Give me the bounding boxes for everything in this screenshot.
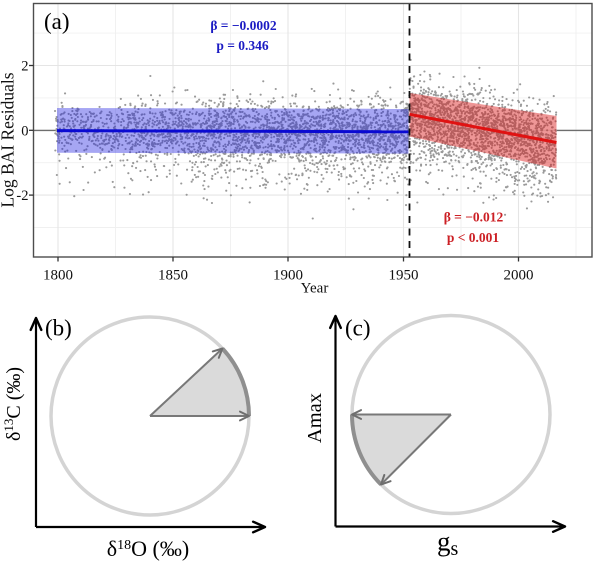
svg-text:p < 0.001: p < 0.001 bbox=[447, 230, 500, 245]
svg-text:1950: 1950 bbox=[389, 268, 419, 284]
svg-text:0: 0 bbox=[21, 123, 28, 139]
svg-text:p = 0.346: p = 0.346 bbox=[216, 38, 269, 53]
svg-text:(a): (a) bbox=[44, 9, 70, 34]
svg-text:1800: 1800 bbox=[43, 268, 73, 284]
svg-text:2: 2 bbox=[21, 59, 28, 75]
svg-text:Amax: Amax bbox=[304, 393, 326, 443]
svg-text:1850: 1850 bbox=[158, 268, 188, 284]
svg-text:β = −0.012: β = −0.012 bbox=[444, 210, 504, 225]
svg-text:(b): (b) bbox=[45, 316, 72, 341]
svg-text:δ13C (‰): δ13C (‰) bbox=[1, 367, 26, 441]
svg-text:Year: Year bbox=[301, 281, 329, 297]
svg-text:β = −0.0002: β = −0.0002 bbox=[210, 18, 277, 33]
svg-text:1900: 1900 bbox=[273, 268, 303, 284]
svg-text:-2: -2 bbox=[16, 188, 28, 204]
svg-text:Log BAI Residuals: Log BAI Residuals bbox=[0, 72, 18, 207]
svg-text:(c): (c) bbox=[345, 316, 371, 341]
svg-text:2000: 2000 bbox=[504, 268, 534, 284]
